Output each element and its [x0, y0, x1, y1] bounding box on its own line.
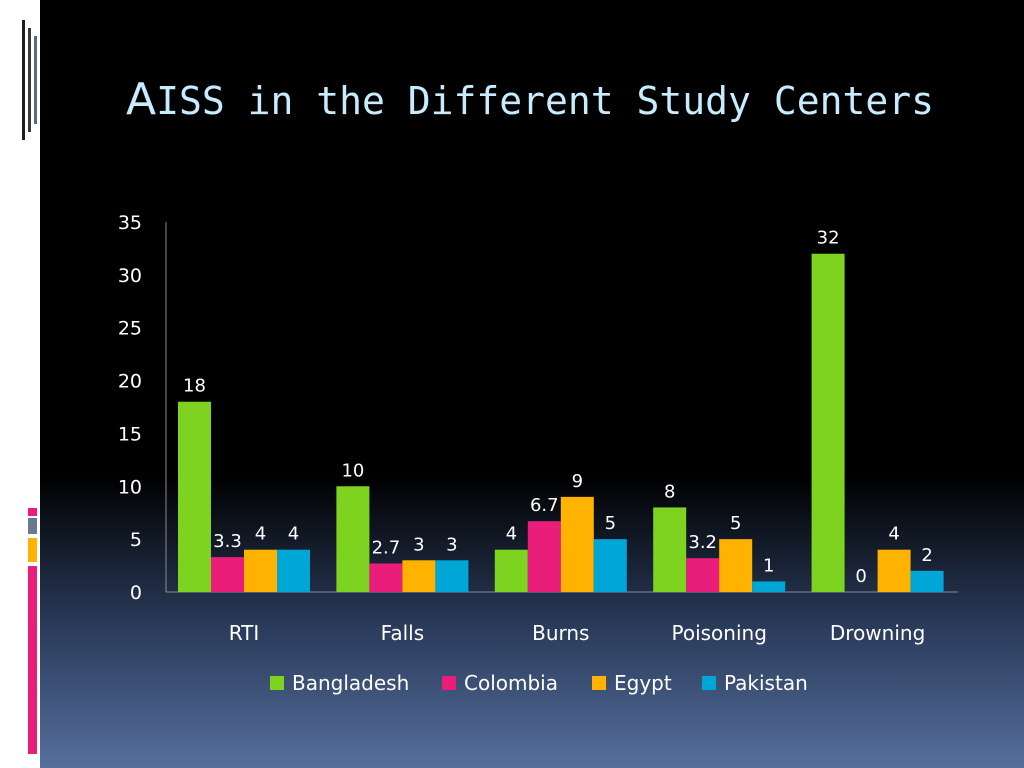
data-label: 3 — [446, 534, 457, 555]
legend-label: Egypt — [614, 671, 672, 695]
bar-pakistan — [752, 581, 786, 592]
x-tick-label: Drowning — [830, 621, 925, 645]
bar-pakistan — [910, 570, 944, 592]
data-label: 2 — [921, 545, 932, 566]
bar-pakistan — [435, 560, 469, 592]
chart-legend: Bangladesh Colombia Egypt Pakistan — [270, 671, 808, 695]
decorative-line — [34, 36, 37, 124]
data-label: 18 — [183, 376, 206, 397]
data-label: 1 — [763, 555, 774, 576]
x-tick-label: Poisoning — [671, 621, 766, 645]
decorative-bar — [28, 508, 37, 516]
legend-swatch-egypt — [592, 676, 606, 690]
bar-bangladesh — [178, 401, 211, 592]
chart-bars — [178, 253, 944, 592]
legend-label: Pakistan — [724, 671, 808, 695]
legend-label: Bangladesh — [292, 671, 409, 695]
data-label: 4 — [888, 524, 899, 545]
data-label: 8 — [664, 481, 675, 502]
legend-swatch-colombia — [442, 676, 456, 690]
data-label: 5 — [605, 513, 616, 534]
bar-colombia — [211, 557, 244, 592]
x-tick-label: Falls — [381, 621, 424, 645]
decorative-line — [28, 28, 31, 132]
data-label: 3.3 — [213, 531, 242, 552]
slide-title: AISS in the Different Study Centers — [126, 74, 934, 125]
data-label: 3 — [413, 534, 424, 555]
y-tick-label: 35 — [118, 212, 142, 234]
data-label: 2.7 — [372, 537, 401, 558]
bar-bangladesh — [811, 253, 845, 592]
bar-bangladesh — [653, 507, 687, 592]
bar-egypt — [402, 560, 436, 592]
data-label: 0 — [855, 566, 866, 587]
bar-colombia — [527, 521, 561, 592]
x-tick-label: Burns — [532, 621, 589, 645]
y-tick-label: 10 — [118, 476, 142, 498]
bar-pakistan — [593, 539, 627, 592]
y-tick-label: 15 — [118, 423, 142, 445]
bar-colombia — [369, 563, 403, 592]
decorative-bar — [28, 566, 37, 754]
slide-title-initial: A — [126, 74, 157, 125]
y-tick-label: 30 — [118, 265, 142, 287]
legend-label: Colombia — [464, 671, 558, 695]
bar-egypt — [244, 549, 277, 592]
data-label: 4 — [506, 524, 517, 545]
x-tick-label: RTI — [229, 621, 260, 645]
decorative-bar — [28, 538, 37, 562]
bar-egypt — [560, 496, 594, 592]
data-label: 32 — [817, 228, 840, 249]
data-label: 4 — [255, 524, 266, 545]
bar-pakistan — [277, 549, 310, 592]
data-label: 4 — [288, 524, 299, 545]
y-tick-label: 5 — [130, 529, 142, 551]
decorative-bar — [28, 518, 37, 534]
bar-bangladesh — [336, 486, 370, 592]
slide-title-rest: ISS in the Different Study Centers — [156, 79, 934, 123]
y-tick-label: 20 — [118, 371, 142, 393]
data-label: 6.7 — [530, 495, 559, 516]
bar-egypt — [877, 549, 911, 592]
data-label: 5 — [730, 513, 741, 534]
data-label: 3.2 — [688, 532, 717, 553]
y-tick-label: 0 — [130, 582, 142, 604]
bar-bangladesh — [494, 549, 528, 592]
data-label: 10 — [341, 460, 364, 481]
chart-data-labels: 18 3.3 4 4 10 2.7 3 3 4 6.7 9 5 8 3.2 5 1 32 0 4 2 — [183, 228, 933, 587]
y-tick-label: 25 — [118, 318, 142, 340]
decorative-line — [22, 20, 25, 140]
legend-swatch-pakistan — [702, 676, 716, 690]
bar-colombia — [686, 558, 720, 592]
bar-egypt — [719, 539, 753, 592]
data-label: 9 — [572, 471, 583, 492]
legend-swatch-bangladesh — [270, 676, 284, 690]
